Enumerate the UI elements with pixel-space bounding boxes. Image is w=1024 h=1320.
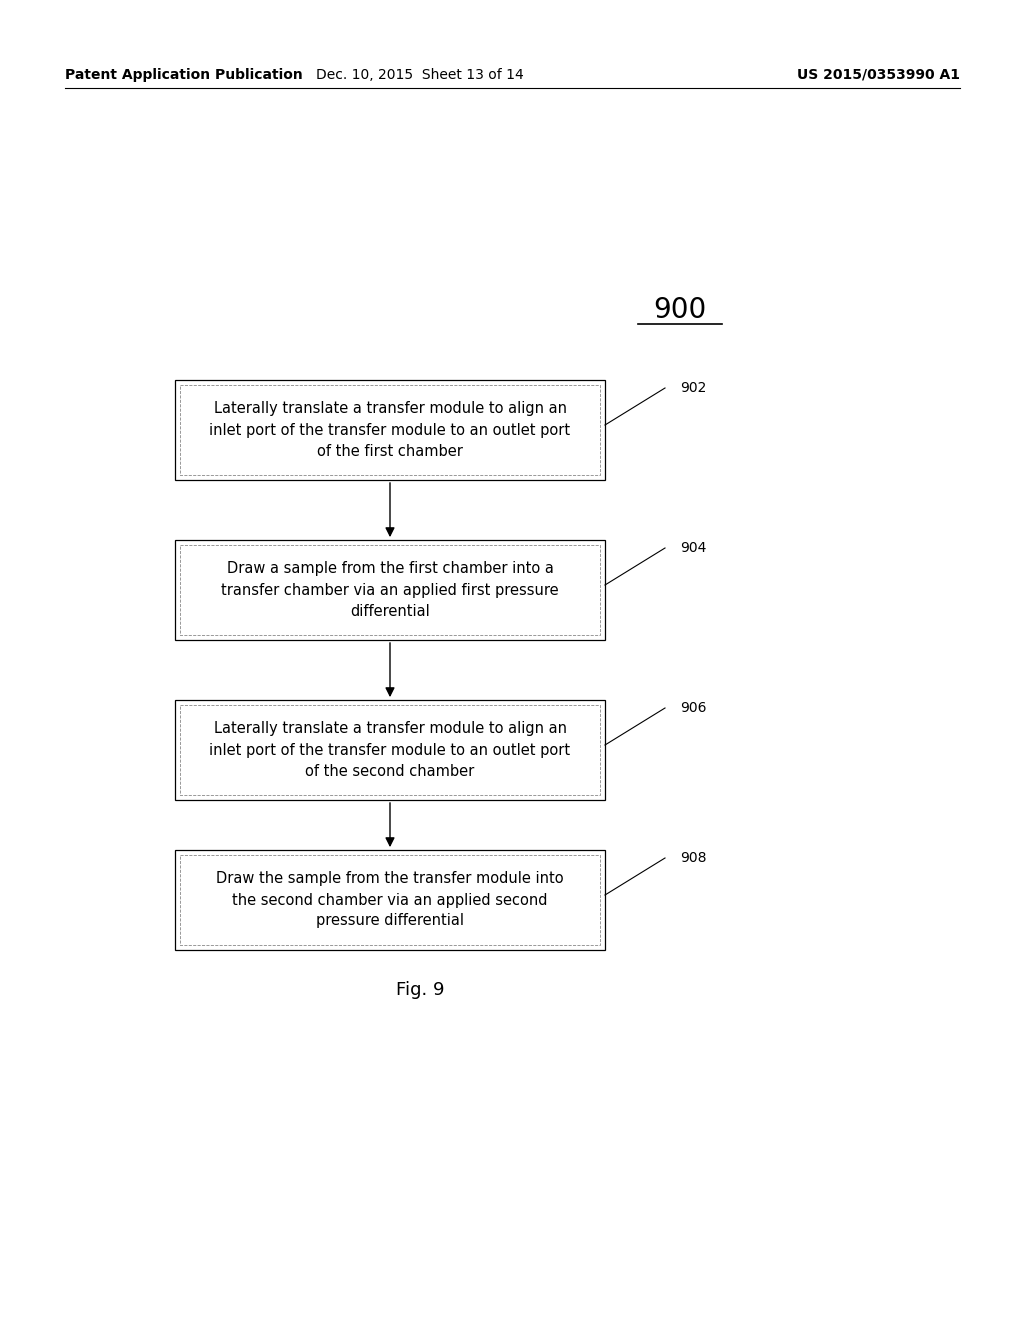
Bar bbox=[175, 850, 605, 950]
Text: 906: 906 bbox=[680, 701, 707, 715]
Text: Fig. 9: Fig. 9 bbox=[395, 981, 444, 999]
Text: 904: 904 bbox=[680, 541, 707, 554]
Bar bbox=[180, 705, 600, 795]
Text: Dec. 10, 2015  Sheet 13 of 14: Dec. 10, 2015 Sheet 13 of 14 bbox=[316, 69, 524, 82]
Text: 900: 900 bbox=[653, 296, 707, 323]
Bar bbox=[175, 380, 605, 480]
Bar bbox=[180, 545, 600, 635]
Text: Laterally translate a transfer module to align an
inlet port of the transfer mod: Laterally translate a transfer module to… bbox=[210, 401, 570, 458]
Text: US 2015/0353990 A1: US 2015/0353990 A1 bbox=[797, 69, 961, 82]
Text: Draw a sample from the first chamber into a
transfer chamber via an applied firs: Draw a sample from the first chamber int… bbox=[221, 561, 559, 619]
Text: 908: 908 bbox=[680, 851, 707, 865]
Text: Draw the sample from the transfer module into
the second chamber via an applied : Draw the sample from the transfer module… bbox=[216, 871, 564, 928]
Text: Laterally translate a transfer module to align an
inlet port of the transfer mod: Laterally translate a transfer module to… bbox=[210, 722, 570, 779]
Bar bbox=[180, 385, 600, 475]
Text: 902: 902 bbox=[680, 381, 707, 395]
Bar bbox=[175, 700, 605, 800]
Text: Patent Application Publication: Patent Application Publication bbox=[65, 69, 303, 82]
Bar bbox=[180, 855, 600, 945]
Bar bbox=[175, 540, 605, 640]
